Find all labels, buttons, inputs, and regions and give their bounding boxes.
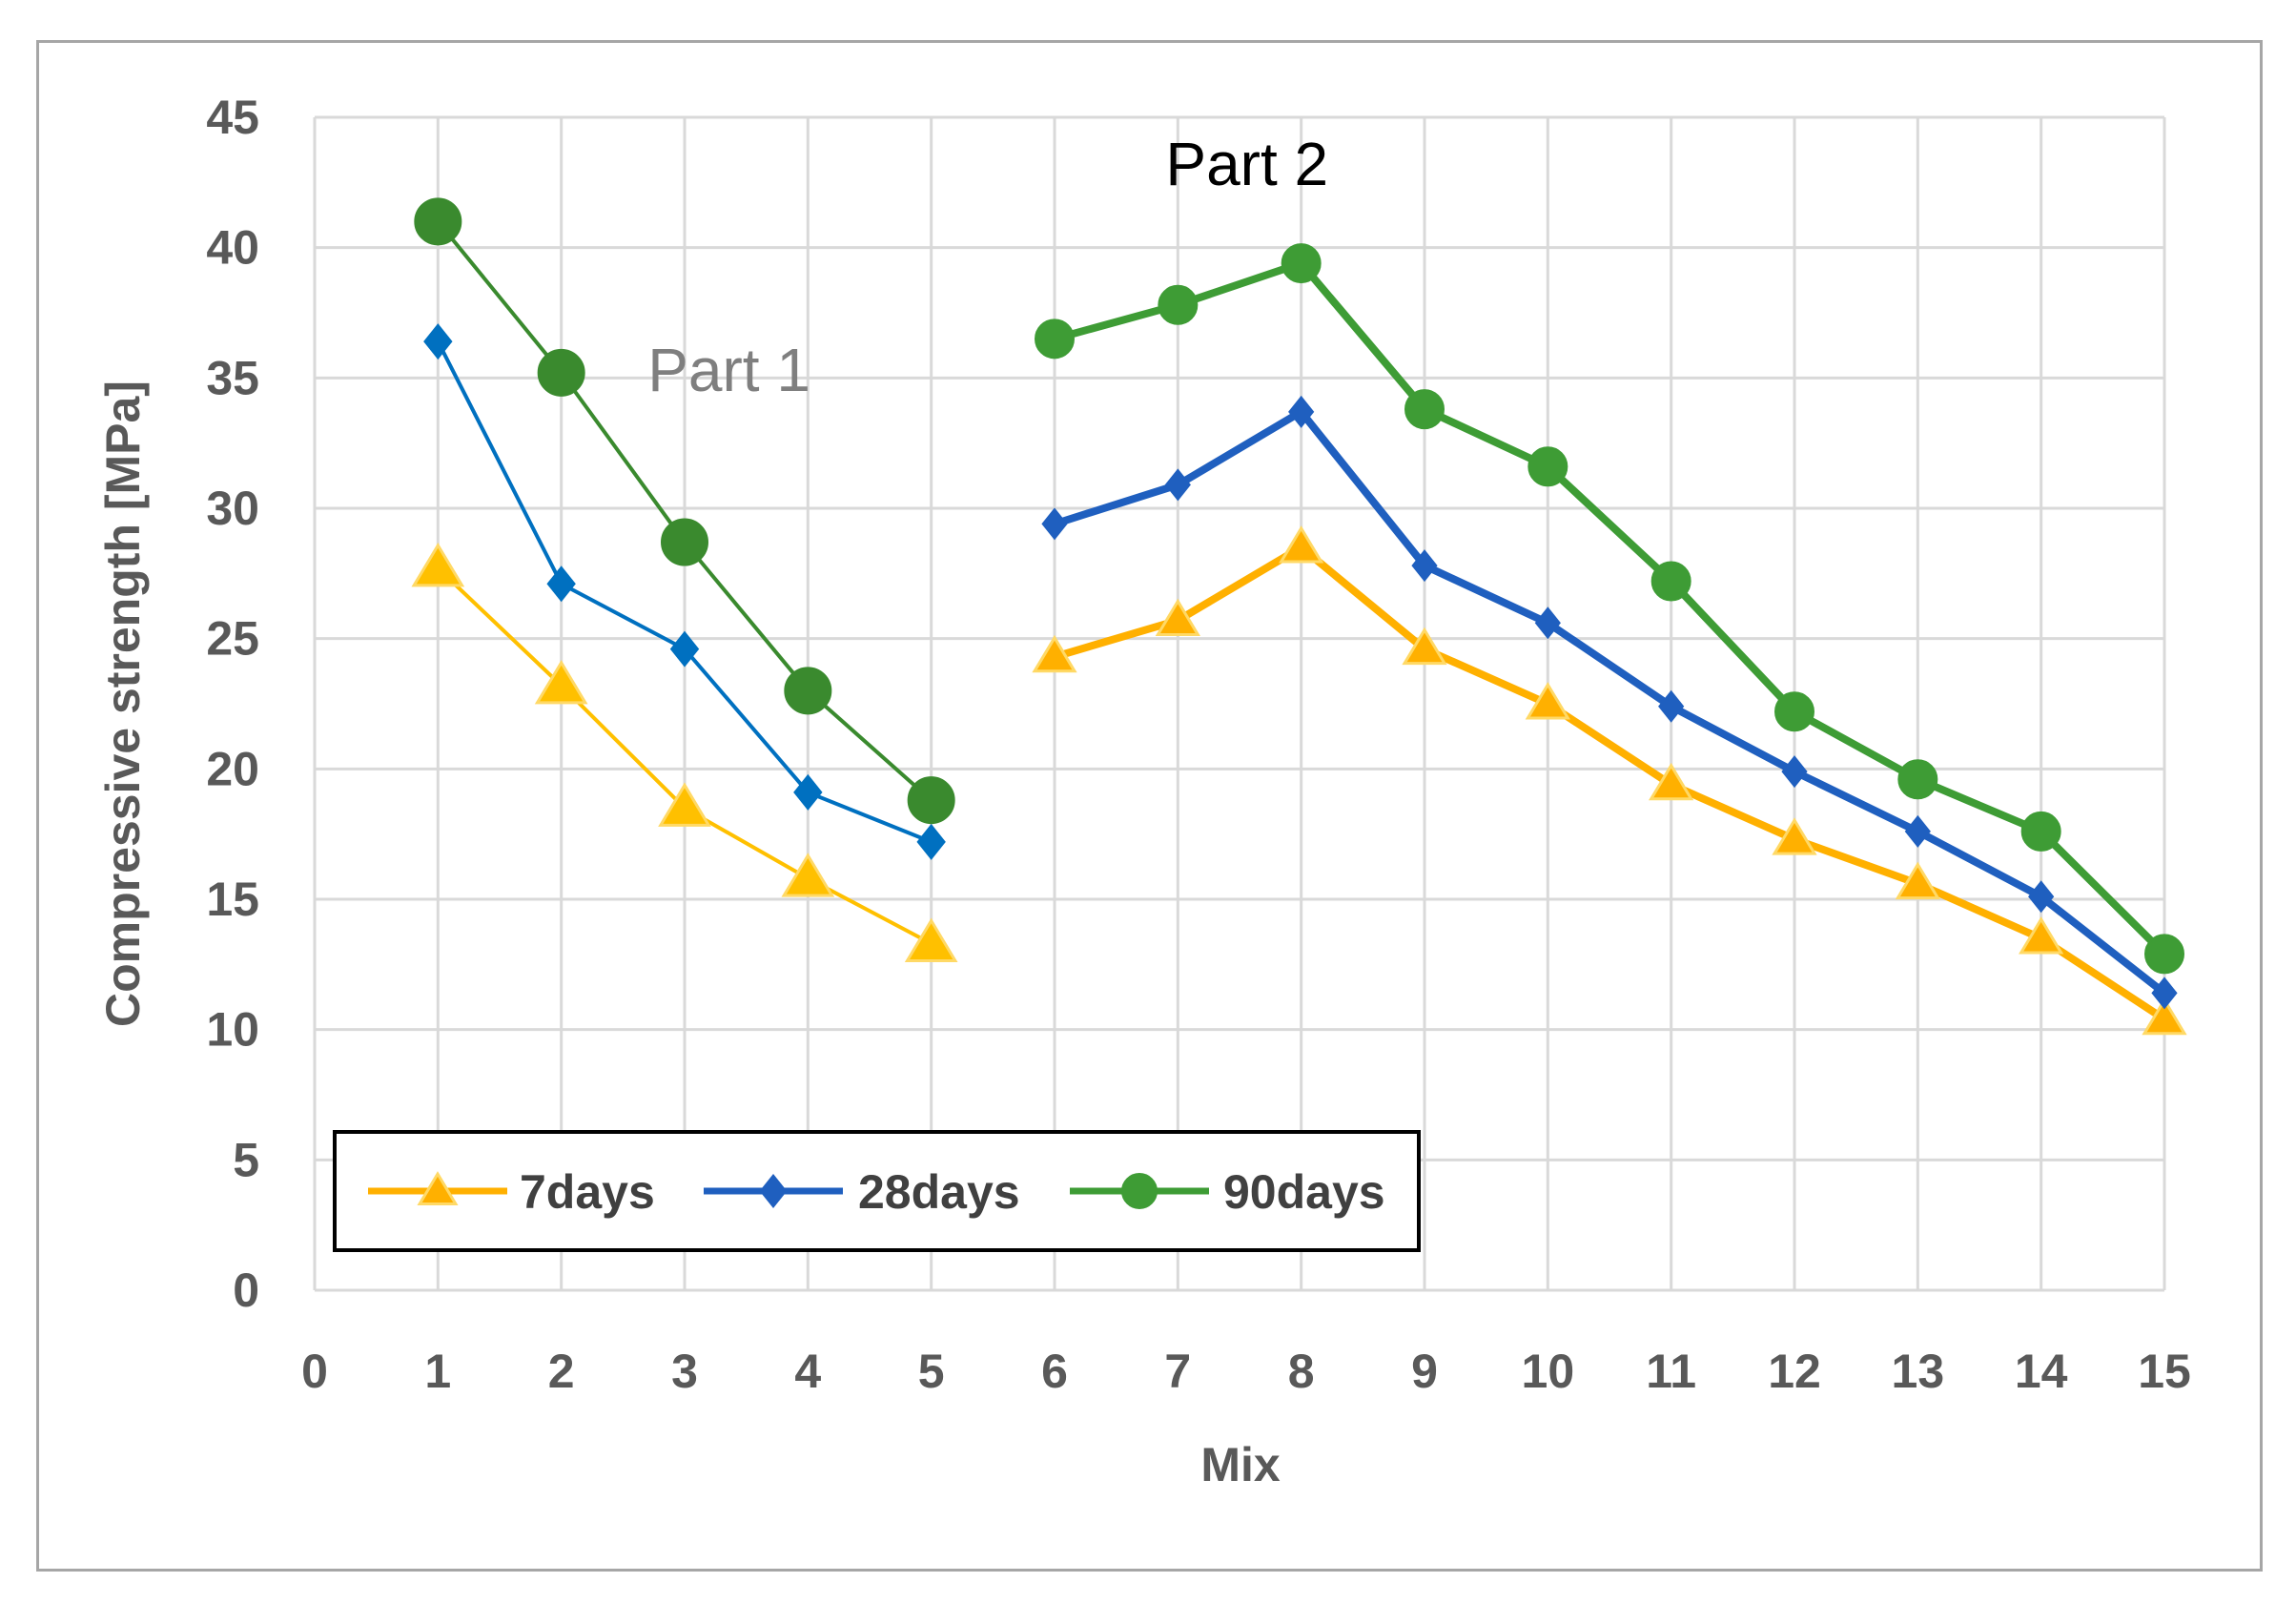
x-tick-label: 10 [1522, 1345, 1575, 1398]
y-tick-label: 15 [206, 873, 259, 926]
point-28days [423, 323, 453, 360]
point-90days [2020, 811, 2061, 852]
point-7days [781, 853, 835, 897]
point-90days [661, 518, 708, 566]
point-7days [1032, 634, 1077, 673]
point-7days [411, 542, 465, 587]
gridlines [313, 115, 2166, 1292]
y-tick-label: 25 [206, 612, 259, 666]
point-28days [669, 630, 700, 668]
point-7days [534, 659, 588, 705]
legend-marker-28days [759, 1174, 788, 1208]
x-tick-labels: 0 1 2 3 4 5 6 7 8 9 10 11 12 13 14 15 [301, 1345, 2191, 1398]
y-tick-label: 35 [206, 351, 259, 404]
x-tick-label: 12 [1768, 1345, 1821, 1398]
y-tick-label: 40 [206, 221, 259, 275]
y-axis-title: Compressive strength [MPa] [96, 380, 150, 1027]
x-tick-label: 15 [2138, 1345, 2191, 1398]
point-7days [1525, 682, 1570, 720]
x-tick-label: 1 [424, 1345, 451, 1398]
point-7days [1279, 525, 1324, 564]
x-tick-label: 2 [548, 1345, 575, 1398]
point-7days [1155, 598, 1200, 637]
chart-frame [36, 40, 2263, 1572]
x-tick-label: 11 [1646, 1345, 1696, 1398]
point-28days [1658, 689, 1685, 723]
y-tick-label: 5 [233, 1133, 259, 1186]
point-7days [2019, 916, 2064, 955]
point-90days [1158, 284, 1199, 325]
x-tick-label: 3 [671, 1345, 698, 1398]
x-tick-label: 9 [1411, 1345, 1438, 1398]
y-tick-label: 20 [206, 742, 259, 795]
point-7days [658, 782, 711, 827]
point-28days [1164, 468, 1191, 502]
legend-marker-7days [417, 1171, 459, 1205]
series-line-7days-part2 [1053, 544, 2167, 1023]
y-tick-label: 0 [233, 1264, 259, 1317]
point-28days [1288, 395, 1315, 428]
point-7days [1772, 817, 1817, 855]
legend-box [333, 1130, 1421, 1252]
point-90days [1035, 319, 1075, 360]
annotations: Part 1 Part 2 [647, 130, 1328, 404]
point-7days [1895, 861, 1940, 900]
legend-marker-90days [1121, 1173, 1158, 1209]
point-90days [907, 776, 955, 825]
x-tick-label: 13 [1892, 1345, 1945, 1398]
x-tick-label: 14 [2015, 1345, 2068, 1398]
point-28days [1534, 606, 1561, 640]
point-28days [793, 773, 823, 811]
series-line-90days-part2 [1053, 259, 2167, 957]
x-tick-label: 0 [301, 1345, 328, 1398]
point-90days [1897, 759, 1938, 800]
x-tick-label: 7 [1164, 1345, 1191, 1398]
point-28days [1781, 755, 1808, 789]
series-line-28days-part2 [1053, 407, 2167, 997]
point-28days [1411, 549, 1438, 583]
y-tick-label: 45 [206, 91, 259, 144]
series-90days [414, 197, 2184, 975]
point-90days [1404, 389, 1445, 430]
point-7days [2142, 997, 2187, 1036]
point-90days [2144, 934, 2184, 975]
point-28days [1904, 814, 1931, 848]
point-7days [904, 917, 958, 962]
y-tick-label: 30 [206, 482, 259, 535]
y-tick-labels: 0 5 10 15 20 25 30 35 40 45 [206, 91, 259, 1317]
x-tick-label: 8 [1288, 1345, 1315, 1398]
x-tick-label: 6 [1041, 1345, 1068, 1398]
y-tick-label: 10 [206, 1003, 259, 1057]
x-axis-title: Mix [1200, 1438, 1281, 1491]
point-28days [1041, 507, 1068, 541]
point-90days [784, 667, 832, 715]
legend-label-90days: 90days [1223, 1165, 1385, 1219]
point-90days [1650, 561, 1691, 602]
annotation-label: Part 2 [1165, 130, 1328, 198]
point-7days [1649, 762, 1694, 801]
point-28days [916, 823, 946, 860]
x-tick-label: 4 [794, 1345, 821, 1398]
point-90days [537, 348, 585, 397]
point-28days [546, 565, 576, 603]
legend-label-28days: 28days [858, 1165, 1020, 1219]
annotation-label: Part 1 [647, 336, 810, 404]
point-90days [414, 197, 462, 246]
series-layer [411, 197, 2187, 1036]
point-90days [1281, 243, 1322, 284]
point-90days [1774, 691, 1814, 732]
x-tick-label: 5 [918, 1345, 945, 1398]
series-7days [411, 525, 2187, 1036]
point-7days [1402, 627, 1447, 666]
point-28days [2151, 976, 2178, 1010]
legend-label-7days: 7days [520, 1165, 655, 1219]
series-28days [423, 323, 2178, 1010]
point-28days [2028, 880, 2055, 914]
point-90days [1527, 446, 1568, 487]
legend: 7days 28days 90days [333, 1130, 1421, 1252]
